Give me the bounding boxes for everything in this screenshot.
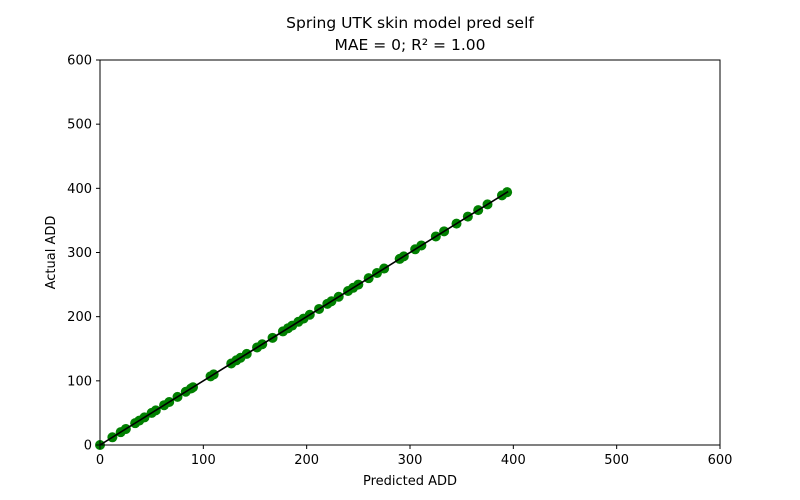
x-tick-label: 100 (191, 453, 216, 468)
fit-line (99, 190, 509, 446)
x-tick-label: 500 (604, 453, 629, 468)
y-tick-label: 500 (67, 118, 92, 133)
y-tick-label: 100 (67, 374, 92, 389)
chart-title: Spring UTK skin model pred self (286, 14, 534, 32)
y-tick-label: 400 (67, 182, 92, 197)
y-tick-label: 300 (67, 246, 92, 261)
chart-subtitle: MAE = 0; R² = 1.00 (335, 36, 486, 54)
x-axis-label: Predicted ADD (363, 474, 457, 489)
x-tick-label: 300 (398, 453, 423, 468)
x-tick-label: 600 (708, 453, 733, 468)
y-axis-label: Actual ADD (44, 216, 59, 290)
y-tick-label: 200 (67, 310, 92, 325)
y-tick-label: 600 (67, 54, 92, 69)
x-tick-label: 200 (294, 453, 319, 468)
plot-marks (95, 187, 513, 450)
x-axis-ticks: 0 100 200 300 400 500 600 (96, 445, 733, 468)
y-tick-label: 0 (84, 439, 92, 454)
x-tick-label: 0 (96, 453, 104, 468)
y-axis-ticks: 0 100 200 300 400 500 600 (67, 54, 100, 454)
x-tick-label: 400 (501, 453, 526, 468)
